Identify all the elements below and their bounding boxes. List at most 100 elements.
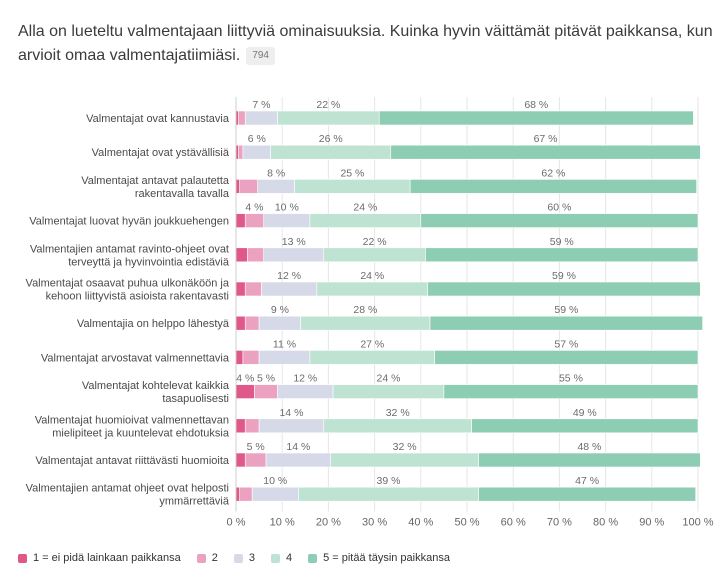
bar-segment xyxy=(263,247,325,263)
bar-segment xyxy=(294,179,411,194)
data-label: 14 % xyxy=(286,441,310,453)
bar-segment xyxy=(247,247,265,263)
category-label-line: kehoon liittyvistä asioista rakentavasti xyxy=(46,291,229,303)
legend-item-1[interactable]: 1 = ei pidä lainkaan paikkansa xyxy=(18,552,181,564)
legend-label-3: 3 xyxy=(248,552,255,564)
x-tick-label: 10 % xyxy=(270,516,295,528)
category-label-line: ymmärrettäviä xyxy=(159,496,230,508)
category-label-line: Valmentajat antavat palautetta xyxy=(81,175,230,187)
data-label: 9 % xyxy=(271,304,289,316)
bar-segment xyxy=(277,384,334,399)
data-label: 39 % xyxy=(376,475,400,487)
data-label: 14 % xyxy=(279,407,303,419)
legend-label-5: 5 = pitää täysin paikkansa xyxy=(323,552,450,564)
category-label-line: Valmentajien antamat ravinto-ohjeet ovat xyxy=(30,243,229,255)
data-label: 24 % xyxy=(376,373,400,385)
bar-segment xyxy=(238,144,244,160)
data-label: 59 % xyxy=(554,304,578,316)
legend-label-2: 2 xyxy=(211,552,218,564)
bar-segment xyxy=(254,384,278,399)
bar-segment xyxy=(471,418,699,434)
data-label: 10 % xyxy=(263,475,287,487)
category-label-line: tasapuolisesti xyxy=(162,393,229,405)
data-label: 4 % xyxy=(245,202,263,214)
data-label: 7 % xyxy=(252,99,270,111)
bar-segment xyxy=(427,281,701,297)
x-tick-label: 30 % xyxy=(362,516,387,528)
bar-segment xyxy=(244,418,260,434)
x-tick-label: 100 % xyxy=(682,516,713,528)
data-label: 5 % xyxy=(247,441,265,453)
bar-segment xyxy=(235,247,248,263)
data-label: 48 % xyxy=(577,441,601,453)
bar-segment xyxy=(251,486,299,502)
legend-item-5[interactable]: 5 = pitää täysin paikkansa xyxy=(308,552,450,564)
category-label: Valmentajat arvostavat valmennettavia xyxy=(41,352,230,364)
bar-segment xyxy=(235,281,246,297)
bar-segment xyxy=(242,144,271,160)
data-label: 32 % xyxy=(393,441,417,453)
data-label: 13 % xyxy=(282,236,306,248)
bar-segment xyxy=(263,213,311,228)
bar-segment xyxy=(258,350,311,365)
category-label: Valmentajien antamat ravinto-ohjeet ovat… xyxy=(30,243,230,268)
data-label: 26 % xyxy=(319,133,343,145)
bar-segment xyxy=(332,384,445,399)
category-label: Valmentajat ovat ystävällisiä xyxy=(92,147,230,159)
bar-segment xyxy=(420,213,699,228)
legend-item-4[interactable]: 4 xyxy=(270,552,293,564)
data-label: 10 % xyxy=(275,202,299,214)
response-count-badge: 794 xyxy=(246,47,275,65)
bar-segment xyxy=(235,486,240,502)
category-label-line: Valmentajat arvostavat valmennettavia xyxy=(41,352,230,364)
data-label: 59 % xyxy=(550,236,574,248)
data-label: 62 % xyxy=(541,167,565,179)
data-label: 11 % xyxy=(273,338,296,350)
category-label-line: Valmentajat huomioivat valmennettavan xyxy=(35,414,229,426)
bar-segment xyxy=(244,110,278,126)
data-label: 8 % xyxy=(267,167,285,179)
bar-segment xyxy=(309,350,435,365)
bar-segment xyxy=(244,281,262,297)
x-tick-label: 50 % xyxy=(454,516,479,528)
data-label: 67 % xyxy=(534,133,558,145)
x-tick-label: 60 % xyxy=(501,516,526,528)
category-label-line: Valmentajia on helppo lähestyä xyxy=(77,318,230,330)
bar-segment xyxy=(258,418,325,434)
data-label: 12 % xyxy=(293,373,317,385)
bar-segment xyxy=(443,384,699,399)
bar-segment xyxy=(390,144,701,160)
bar-segment xyxy=(244,452,267,468)
bar-segment xyxy=(238,110,246,126)
data-label: 60 % xyxy=(547,202,571,214)
bar-segment xyxy=(239,486,253,502)
bar-segment xyxy=(277,110,380,126)
bar-segment xyxy=(235,179,240,194)
category-label: Valmentajat kohtelevat kaikkia tasapuolis… xyxy=(82,380,230,405)
data-label: 25 % xyxy=(340,167,364,179)
bar-segment xyxy=(309,213,422,228)
bar-segment xyxy=(434,350,699,365)
category-label-line: Valmentajat osaavat puhua ulkonäköön ja xyxy=(26,278,230,290)
stacked-bar-chart: 0 % 10 % 20 % 30 % 40 % 50 % 60 % 70 % 80 % 90 % 1… xyxy=(26,97,714,528)
bar-segment xyxy=(235,315,246,331)
legend-item-3[interactable]: 3 xyxy=(233,552,255,564)
bar-segment xyxy=(478,486,696,502)
bar-segment xyxy=(235,213,246,228)
bar-segment xyxy=(429,315,703,331)
legend-label-4: 4 xyxy=(285,552,293,564)
data-label: 24 % xyxy=(360,270,384,282)
x-tick-label: 0 % xyxy=(227,516,246,528)
data-label: 49 % xyxy=(573,407,597,419)
legend-item-2[interactable]: 2 xyxy=(196,552,218,564)
x-tick-label: 80 % xyxy=(593,516,618,528)
bar-segment xyxy=(378,110,694,126)
category-label-line: Valmentajat ovat kannustavia xyxy=(86,113,230,125)
bar-segment xyxy=(244,315,260,331)
category-label-line: Valmentajat antavat riittävästi huomioit… xyxy=(35,455,229,467)
bar-segment xyxy=(478,452,701,468)
data-label: 28 % xyxy=(353,304,377,316)
data-label: 68 % xyxy=(524,99,548,111)
category-label-line: mielipiteet ja kuuntelevat ehdotuksia xyxy=(52,427,230,439)
bar-segment xyxy=(261,281,318,297)
